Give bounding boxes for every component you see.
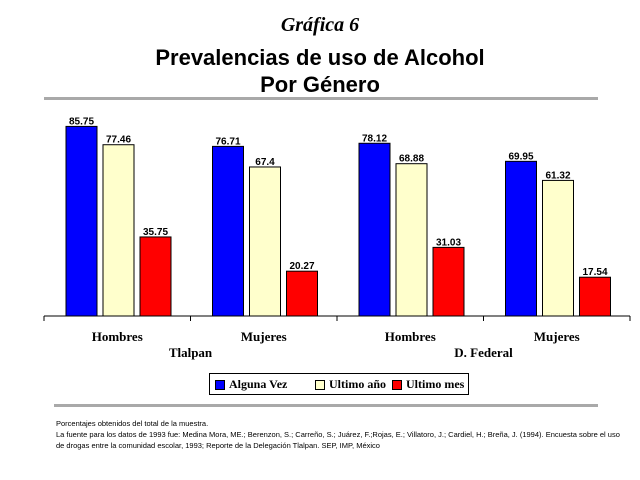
data-label: 85.75 — [69, 116, 94, 127]
footnotes: Porcentajes obtenidos del total de la mu… — [56, 418, 626, 451]
legend-item: Ultimo mes — [392, 377, 464, 392]
bottom-divider — [54, 404, 598, 407]
bar — [102, 144, 135, 317]
bar — [542, 179, 574, 317]
legend-label: Ultimo mes — [406, 377, 465, 391]
chart-title: Prevalencias de uso de Alcohol Por Géner… — [0, 44, 640, 98]
data-label: 76.71 — [215, 136, 240, 147]
group-label: Tlalpan — [169, 345, 213, 360]
bar — [432, 246, 465, 317]
bar — [579, 276, 611, 317]
footnote-line-1: Porcentajes obtenidos del total de la mu… — [56, 419, 209, 428]
top-divider — [44, 97, 598, 100]
data-label: 20.27 — [289, 261, 314, 272]
x-tick-label: Mujeres — [534, 329, 580, 344]
data-label: 17.54 — [582, 267, 607, 278]
legend: Alguna Vez Ultimo año Ultimo mes — [209, 373, 469, 395]
data-label: 31.03 — [436, 237, 461, 248]
legend-label: Alguna Vez — [229, 377, 288, 391]
x-tick-label: Hombres — [92, 329, 143, 344]
bar — [65, 125, 98, 317]
legend-item: Alguna Vez — [215, 377, 287, 392]
data-label: 78.12 — [362, 133, 387, 144]
data-label: 69.95 — [508, 151, 533, 162]
bar — [139, 236, 172, 317]
data-label: 67.4 — [255, 157, 275, 168]
legend-swatch — [315, 379, 325, 390]
legend-item: Ultimo año — [315, 377, 386, 392]
data-label: 35.75 — [143, 227, 168, 238]
chart-kicker: Gráfica 6 — [280, 14, 360, 36]
bar — [212, 145, 244, 317]
chart-title-line1: Prevalencias de uso de Alcohol — [155, 45, 485, 70]
group-label: D. Federal — [454, 345, 513, 360]
legend-swatch — [215, 379, 225, 390]
data-label: 68.88 — [399, 154, 424, 165]
data-label: 77.46 — [106, 135, 131, 146]
legend-label: Ultimo año — [329, 377, 386, 391]
x-tick-label: Mujeres — [241, 329, 287, 344]
bar — [505, 160, 537, 317]
bar — [358, 142, 391, 317]
x-tick-label: Hombres — [385, 329, 436, 344]
chart-title-line2: Por Género — [260, 72, 380, 97]
data-label: 61.32 — [545, 170, 570, 181]
bar — [395, 163, 428, 317]
legend-swatch — [392, 379, 402, 390]
footnote-line-2: La fuente para los datos de 1993 fue: Me… — [56, 430, 620, 450]
bar — [286, 270, 318, 317]
bar — [249, 166, 281, 317]
